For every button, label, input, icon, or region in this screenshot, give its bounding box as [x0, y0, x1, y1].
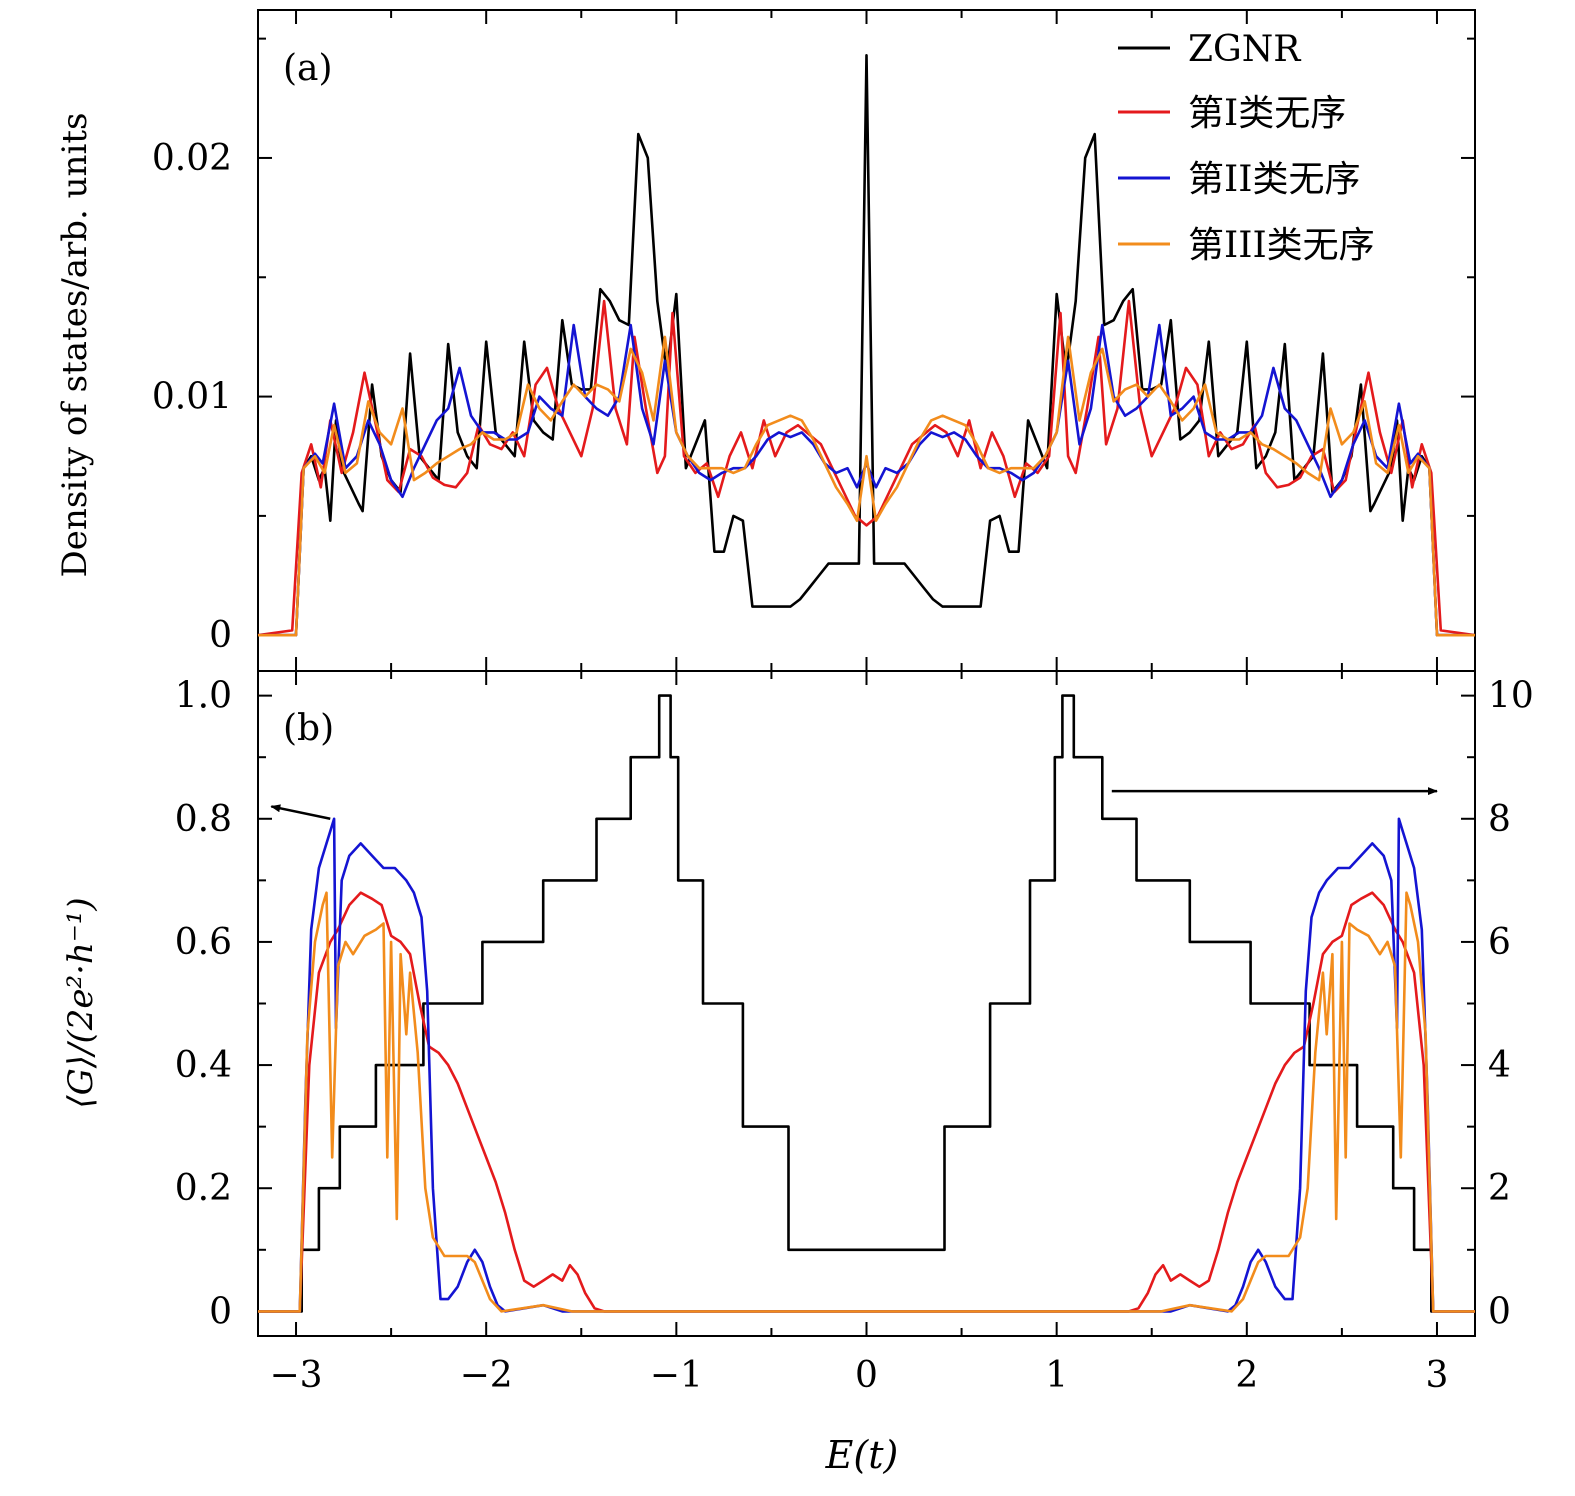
panel-b-y-tick-label: 0.2	[175, 1168, 232, 1209]
panel-b-y2-tick-label: 6	[1488, 922, 1511, 963]
left-axis-arrow	[270, 804, 331, 821]
panel-b-ticks	[258, 671, 1475, 1336]
conductance-line-zgnr	[258, 694, 1475, 1313]
legend: ZGNR 第I类无序 第II类无序 第III类无序	[1118, 29, 1375, 266]
legend-label-type1: 第I类无序	[1188, 93, 1346, 134]
panel-a-y-tick-label: 0	[209, 615, 232, 656]
panel-a-y-axis-title: Density of states/arb. units	[55, 113, 95, 578]
conductance-line-type2	[258, 817, 1475, 1313]
panel-b-label: (b)	[283, 708, 334, 749]
panel-b-y2-tick-label: 4	[1488, 1045, 1511, 1086]
panel-b-y-tick-label: 1.0	[175, 676, 232, 717]
x-axis-title: E(t)	[825, 1433, 899, 1477]
panel-b-y-axis-title: ⟨G⟩/(2e²·h⁻¹)	[61, 897, 101, 1108]
x-tick-label: −3	[269, 1355, 322, 1396]
x-tick-label: 3	[1426, 1355, 1449, 1396]
x-tick-label: 1	[1045, 1355, 1068, 1396]
panel-a-y-tick-label: 0.01	[152, 377, 232, 418]
panel-b-y2-tick-label: 10	[1488, 676, 1534, 717]
panel-b-y2-tick-label: 0	[1488, 1291, 1511, 1332]
panel-b-y-tick-label: 0	[209, 1291, 232, 1332]
tick-labels: −3 −2 −1 0 1 2 300.010.0200.20.40.60.81.002468…	[152, 138, 1534, 1396]
panel-b-y-tick-label: 0.6	[175, 922, 232, 963]
x-tick-label: 2	[1235, 1355, 1258, 1396]
x-tick-label: −1	[650, 1355, 703, 1396]
dos-line-type2	[258, 323, 1475, 637]
dos-line-type3	[258, 335, 1475, 637]
panel-b-y-tick-label: 0.4	[175, 1045, 232, 1086]
panel-b-series	[258, 694, 1475, 1313]
panel-b-y2-tick-label: 8	[1488, 799, 1511, 840]
conductance-line-type3	[258, 891, 1475, 1313]
x-tick-label: −2	[460, 1355, 513, 1396]
panel-b-y-tick-label: 0.8	[175, 799, 232, 840]
panel-b-y2-tick-label: 2	[1488, 1168, 1511, 1209]
dos-line-zgnr	[258, 54, 1475, 637]
legend-label-zgnr: ZGNR	[1188, 29, 1301, 70]
panel-a-label: (a)	[283, 48, 333, 89]
legend-label-type3: 第III类无序	[1188, 225, 1375, 266]
panel-a-series	[257, 54, 1476, 637]
x-tick-label: 0	[855, 1355, 878, 1396]
panel-a-y-tick-label: 0.02	[152, 138, 232, 179]
legend-label-type2: 第II类无序	[1188, 159, 1360, 200]
